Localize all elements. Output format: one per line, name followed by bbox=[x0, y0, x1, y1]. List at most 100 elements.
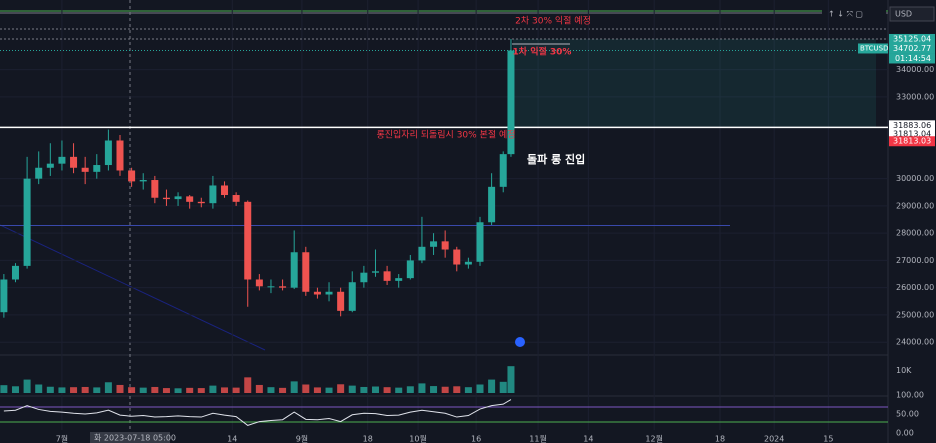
candle-body bbox=[418, 246, 426, 261]
volume-bar bbox=[337, 384, 345, 393]
symbol: BTCUSD bbox=[860, 44, 889, 52]
volume-bar bbox=[313, 387, 321, 393]
volume-bar bbox=[244, 377, 252, 393]
x-tick-label: 9월 bbox=[296, 434, 308, 443]
volume-bar bbox=[360, 386, 368, 393]
x-tick-label: 2024 bbox=[764, 435, 784, 443]
volume-bar bbox=[430, 386, 438, 393]
volume-bar bbox=[11, 386, 19, 393]
price-label: 35125.04 bbox=[893, 34, 931, 43]
volume-bar bbox=[464, 387, 472, 393]
volume-bar bbox=[23, 379, 31, 393]
candle-body bbox=[93, 165, 101, 172]
volume-bar bbox=[209, 385, 217, 393]
toolbar[interactable] bbox=[822, 6, 886, 20]
candle-body bbox=[267, 286, 275, 288]
volume-bar bbox=[93, 387, 101, 393]
price-label-box bbox=[889, 129, 935, 140]
candle-body bbox=[488, 186, 496, 223]
candle-body bbox=[174, 196, 182, 200]
candle-body bbox=[70, 156, 78, 168]
volume-bar bbox=[186, 387, 194, 393]
candle-body bbox=[371, 271, 379, 273]
candle-body bbox=[313, 291, 321, 295]
volume-bar bbox=[46, 386, 54, 393]
candle-body bbox=[325, 291, 333, 295]
volume-bar bbox=[232, 387, 240, 393]
y-tick-label: 30000.00 bbox=[896, 174, 934, 183]
countdown: 01:14:54 bbox=[895, 54, 931, 63]
y-tick-label: 28000.00 bbox=[896, 229, 934, 238]
volume-bar bbox=[418, 383, 426, 393]
annotation: 롱진입자리 되돌림시 30% 본절 예정 bbox=[376, 129, 515, 141]
price-label-box bbox=[889, 33, 935, 44]
volume-bar bbox=[325, 387, 333, 393]
currency-select[interactable] bbox=[889, 6, 935, 22]
price-label: 31813.03 bbox=[893, 137, 931, 146]
x-tick-label: 11월 bbox=[529, 434, 547, 443]
annotation: 1차 익절 30% bbox=[513, 46, 572, 58]
price-label-box bbox=[889, 43, 935, 54]
position-box bbox=[512, 38, 876, 128]
y-tick-label: 29000.00 bbox=[896, 201, 934, 210]
candle-body bbox=[116, 140, 124, 171]
candle-body bbox=[0, 279, 8, 313]
x-tick-label: 7월 bbox=[56, 434, 68, 443]
volume-bar bbox=[151, 386, 159, 393]
volume-bar bbox=[267, 387, 275, 393]
volume-bar bbox=[162, 388, 170, 393]
event-icon bbox=[515, 337, 525, 347]
volume-tick-label: 10K bbox=[896, 366, 912, 375]
volume-bar bbox=[104, 382, 112, 393]
symbol-box bbox=[858, 43, 888, 54]
candle-body bbox=[453, 249, 461, 265]
price-label: 34702.77 bbox=[893, 44, 931, 53]
rsi-tick-label: 50.00 bbox=[896, 410, 919, 419]
volume-bar bbox=[116, 384, 124, 393]
volume-bar bbox=[58, 387, 66, 393]
candle-body bbox=[476, 222, 484, 262]
volume-bar bbox=[279, 387, 287, 393]
candle-body bbox=[499, 154, 507, 187]
price-label: 31813.04 bbox=[893, 130, 931, 139]
volume-bar bbox=[406, 386, 414, 393]
volume-bar bbox=[395, 387, 403, 393]
x-tick-label: 15 bbox=[823, 435, 833, 443]
volume-bar bbox=[453, 386, 461, 393]
y-tick-label: 24000.00 bbox=[896, 338, 934, 347]
candle-body bbox=[406, 260, 414, 279]
toolbar-icons[interactable]: ↑ ↓ ⤧ ▢ bbox=[828, 10, 863, 19]
candle-body bbox=[441, 241, 449, 250]
volume-bar bbox=[221, 387, 229, 393]
candle-body bbox=[302, 252, 310, 292]
volume-bar bbox=[0, 385, 8, 393]
y-tick-label: 25000.00 bbox=[896, 310, 934, 319]
volume-bar bbox=[488, 379, 496, 393]
currency[interactable]: USD bbox=[895, 10, 912, 19]
candle-body bbox=[104, 140, 112, 166]
crosshair-label-box bbox=[90, 432, 170, 443]
y-tick-label: 33000.00 bbox=[896, 92, 934, 101]
annotation: 돌파 롱 진입 bbox=[527, 152, 585, 166]
candle-body bbox=[128, 170, 136, 182]
candle-body bbox=[186, 196, 194, 202]
y-tick-label: 26000.00 bbox=[896, 283, 934, 292]
candle-body bbox=[360, 272, 368, 283]
price-label: 31883.06 bbox=[893, 121, 931, 130]
volume-bar bbox=[348, 385, 356, 393]
volume-bar bbox=[139, 387, 147, 393]
price-label-box bbox=[889, 136, 935, 147]
candle-body bbox=[162, 197, 170, 200]
candle-body bbox=[151, 180, 159, 198]
x-tick-label: 10월 bbox=[409, 434, 427, 443]
candle-body bbox=[290, 252, 298, 288]
volume-bar bbox=[174, 388, 182, 393]
candle-body bbox=[395, 278, 403, 281]
volume-bar bbox=[70, 387, 78, 393]
candle-body bbox=[58, 156, 66, 164]
x-tick-label: 14 bbox=[583, 435, 593, 443]
candle-body bbox=[232, 195, 240, 202]
y-tick-label: 27000.00 bbox=[896, 256, 934, 265]
x-tick-label: 18 bbox=[363, 435, 373, 443]
